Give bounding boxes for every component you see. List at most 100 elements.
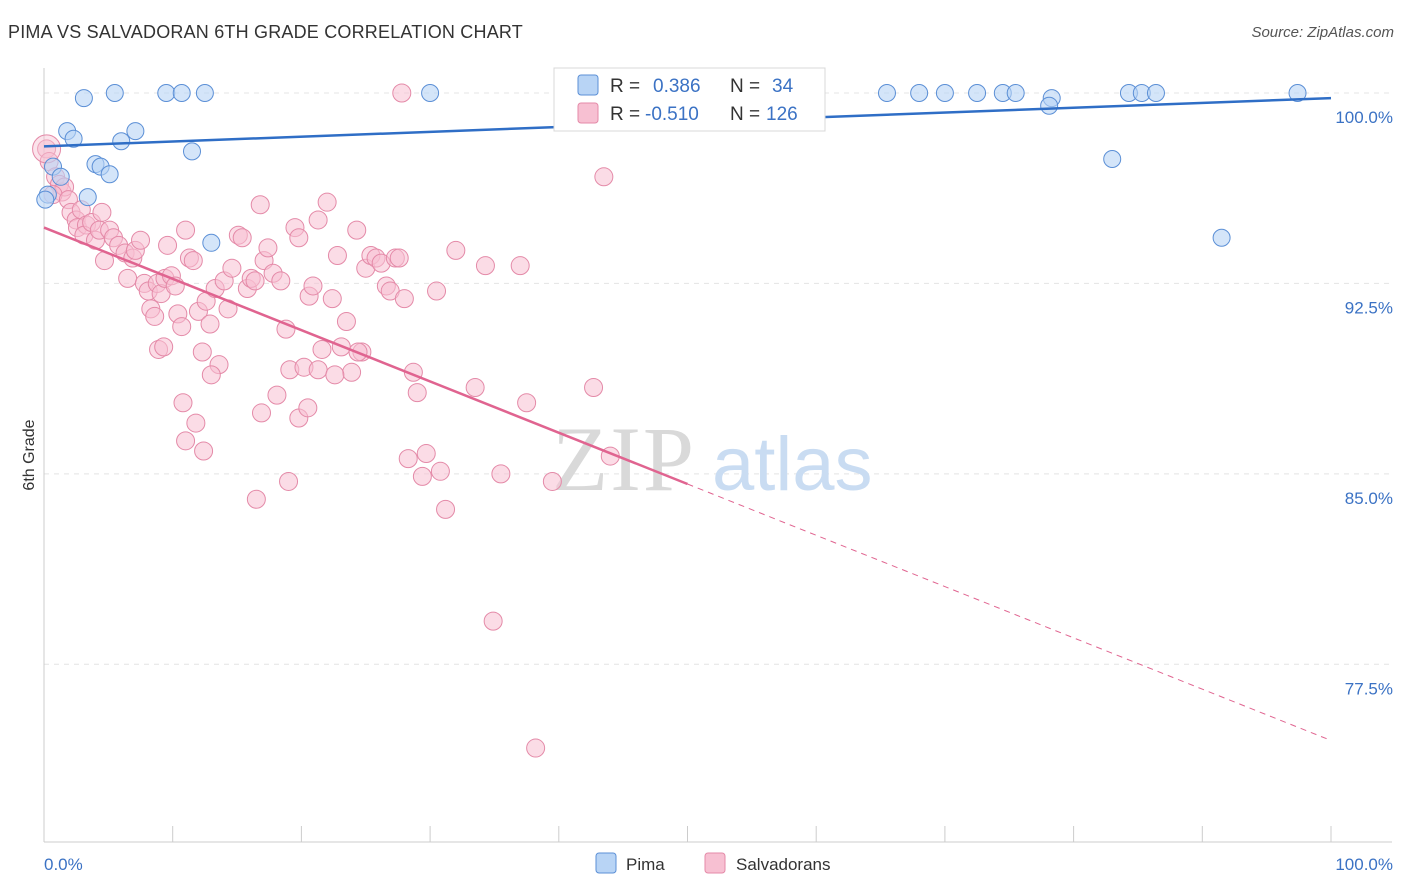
stats-pima-swatch (577, 74, 599, 96)
salvadorans-trend-line (43, 226, 688, 486)
pima-point (195, 84, 214, 103)
salvadorans-point (342, 362, 362, 382)
salvadorans-point (131, 230, 151, 250)
y-tick-label: 77.5% (1345, 679, 1393, 698)
pima-point (968, 84, 987, 103)
axes: 100.0% 92.5% 85.0% 77.5% 0.0% 100.0% (43, 68, 1393, 874)
salvadorans-point (465, 378, 485, 398)
salvadorans-point (389, 248, 409, 268)
legend-salv-swatch (704, 852, 726, 874)
y-tick-label: 92.5% (1345, 298, 1393, 317)
grid-lines (44, 92, 1392, 665)
pima-point (78, 188, 97, 207)
salvadorans-point (267, 385, 287, 405)
pima-point (126, 122, 145, 141)
y-tick-label: 100.0% (1335, 108, 1393, 127)
stats-salv-r-label: R = (610, 104, 640, 125)
salvadorans-point (517, 393, 537, 413)
salvadorans-point (483, 611, 503, 631)
salvadorans-point (92, 202, 112, 222)
x-tick-label: 0.0% (44, 855, 83, 874)
pima-point (112, 132, 131, 151)
salvadorans-point (394, 289, 414, 309)
stats-salv-n-label: N = (730, 104, 760, 125)
pima-point (105, 84, 124, 103)
salvadorans-point (250, 195, 270, 215)
pima-point (1288, 84, 1307, 103)
salvadorans-point (327, 246, 347, 265)
salvadorans-point (446, 240, 466, 260)
y-axis-label: 6th Grade (21, 419, 38, 490)
pima-point (1146, 84, 1165, 103)
salvadorans-point (475, 256, 495, 276)
salvadorans-point (252, 403, 272, 423)
legend-pima-label: Pima (626, 855, 665, 874)
salvadorans-point (510, 256, 530, 276)
salvadorans-point (176, 431, 196, 451)
pima-point (421, 84, 440, 103)
salvadorans-point (289, 228, 309, 248)
salvadorans-point (192, 342, 212, 362)
salvadorans-point (232, 228, 252, 248)
salvadorans-point (246, 489, 266, 509)
pima-point (183, 142, 202, 161)
salvadorans-point (173, 393, 193, 413)
y-tick-label: 85.0% (1345, 489, 1393, 508)
pima-point (74, 89, 93, 108)
watermark-atlas: atlas (712, 422, 873, 507)
legend: Pima Salvadorans (595, 852, 831, 874)
pima-point (910, 84, 929, 103)
salvadorans-point (594, 167, 614, 187)
salvadorans-point (200, 314, 220, 334)
salvadorans-point (325, 365, 345, 385)
salvadorans-point (158, 235, 178, 255)
stats-salv-n-value: 126 (766, 104, 798, 125)
salvadorans-point (491, 464, 511, 484)
pima-point (1006, 84, 1025, 103)
legend-salv-label: Salvadorans (736, 855, 831, 874)
salvadorans-points (32, 83, 620, 758)
pima-point (172, 84, 191, 103)
salvadorans-point (430, 461, 450, 481)
salvadorans-point (258, 238, 278, 258)
pima-point (935, 84, 954, 103)
pima-point (1103, 150, 1122, 169)
salvadorans-point (279, 471, 299, 491)
salvadorans-point (407, 383, 427, 403)
stats-pima-r-label: R = (610, 76, 640, 97)
salvadorans-point (317, 192, 337, 212)
stats-salv-r-value: -0.510 (645, 104, 699, 125)
stats-pima-n-value: 34 (772, 76, 794, 97)
salvadorans-point (271, 271, 291, 291)
pima-point (157, 84, 176, 103)
salvadorans-point (398, 449, 418, 469)
legend-pima-swatch (595, 852, 617, 874)
salvadorans-point (186, 413, 206, 433)
salvadorans-point (416, 444, 436, 464)
pima-point (1212, 228, 1231, 247)
salvadorans-point (201, 365, 221, 385)
salvadorans-point (436, 499, 456, 519)
salvadorans-point (176, 220, 196, 240)
salvadorans-point (308, 360, 328, 380)
salvadorans-point (322, 289, 342, 309)
salvadorans-point (222, 258, 242, 278)
salvadorans-point (584, 378, 604, 398)
salvadorans-point (336, 312, 356, 332)
stats-box: R = 0.386 N = 34 R = -0.510 N = 126 (553, 67, 826, 132)
salvadorans-point (412, 466, 432, 486)
pima-point (36, 190, 55, 209)
source-text: Source: ZipAtlas.com (1251, 24, 1394, 41)
pima-point (64, 129, 83, 148)
chart-title: PIMA VS SALVADORAN 6TH GRADE CORRELATION… (8, 22, 523, 42)
salvadorans-point (118, 268, 138, 288)
salvadorans-point (347, 220, 367, 240)
pima-point (877, 84, 896, 103)
salvadorans-point (427, 281, 447, 301)
stats-pima-r-value: 0.386 (653, 76, 701, 97)
x-tick-label: 100.0% (1335, 855, 1393, 874)
salvadorans-point (194, 441, 214, 461)
pima-point (1040, 96, 1059, 115)
salvadorans-point (298, 398, 318, 418)
